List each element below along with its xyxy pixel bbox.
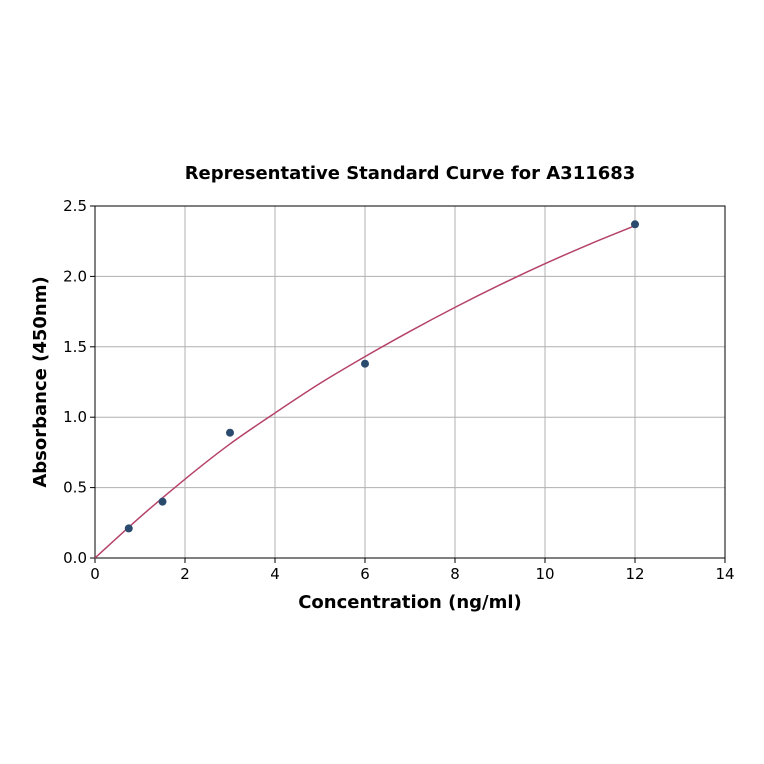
- data-point: [631, 220, 639, 229]
- y-tick-label: 0.5: [63, 479, 87, 497]
- data-points: [124, 220, 639, 533]
- x-tick-label: 12: [625, 565, 644, 583]
- y-axis-label: Absorbance (450nm): [30, 276, 51, 487]
- plot-frame: [94, 205, 726, 559]
- x-axis: 0 2 4 6 8 10 12 14: [90, 558, 735, 583]
- data-point: [361, 359, 369, 368]
- x-tick-label: 4: [270, 565, 280, 583]
- x-tick-label: 2: [180, 565, 190, 583]
- x-tick-label: 8: [450, 565, 460, 583]
- data-point: [124, 524, 133, 533]
- grid: [94, 205, 726, 559]
- data-point: [226, 428, 234, 437]
- y-tick-label: 1.5: [63, 338, 87, 356]
- x-tick-label: 10: [535, 565, 554, 583]
- fit-curve: [94, 225, 636, 559]
- y-axis: 0.0 0.5 1.0 1.5 2.0 2.5: [63, 197, 95, 567]
- y-tick-label: 1.0: [63, 408, 87, 426]
- x-axis-label: Concentration (ng/ml): [298, 592, 522, 613]
- y-tick-label: 2.0: [63, 267, 87, 285]
- x-tick-label: 14: [715, 565, 734, 583]
- x-tick-label: 6: [360, 565, 370, 583]
- data-point: [158, 497, 167, 506]
- x-tick-label: 0: [90, 565, 100, 583]
- y-tick-label: 2.5: [63, 197, 87, 215]
- chart-title: Representative Standard Curve for A31168…: [185, 163, 636, 184]
- y-tick-label: 0.0: [63, 549, 87, 567]
